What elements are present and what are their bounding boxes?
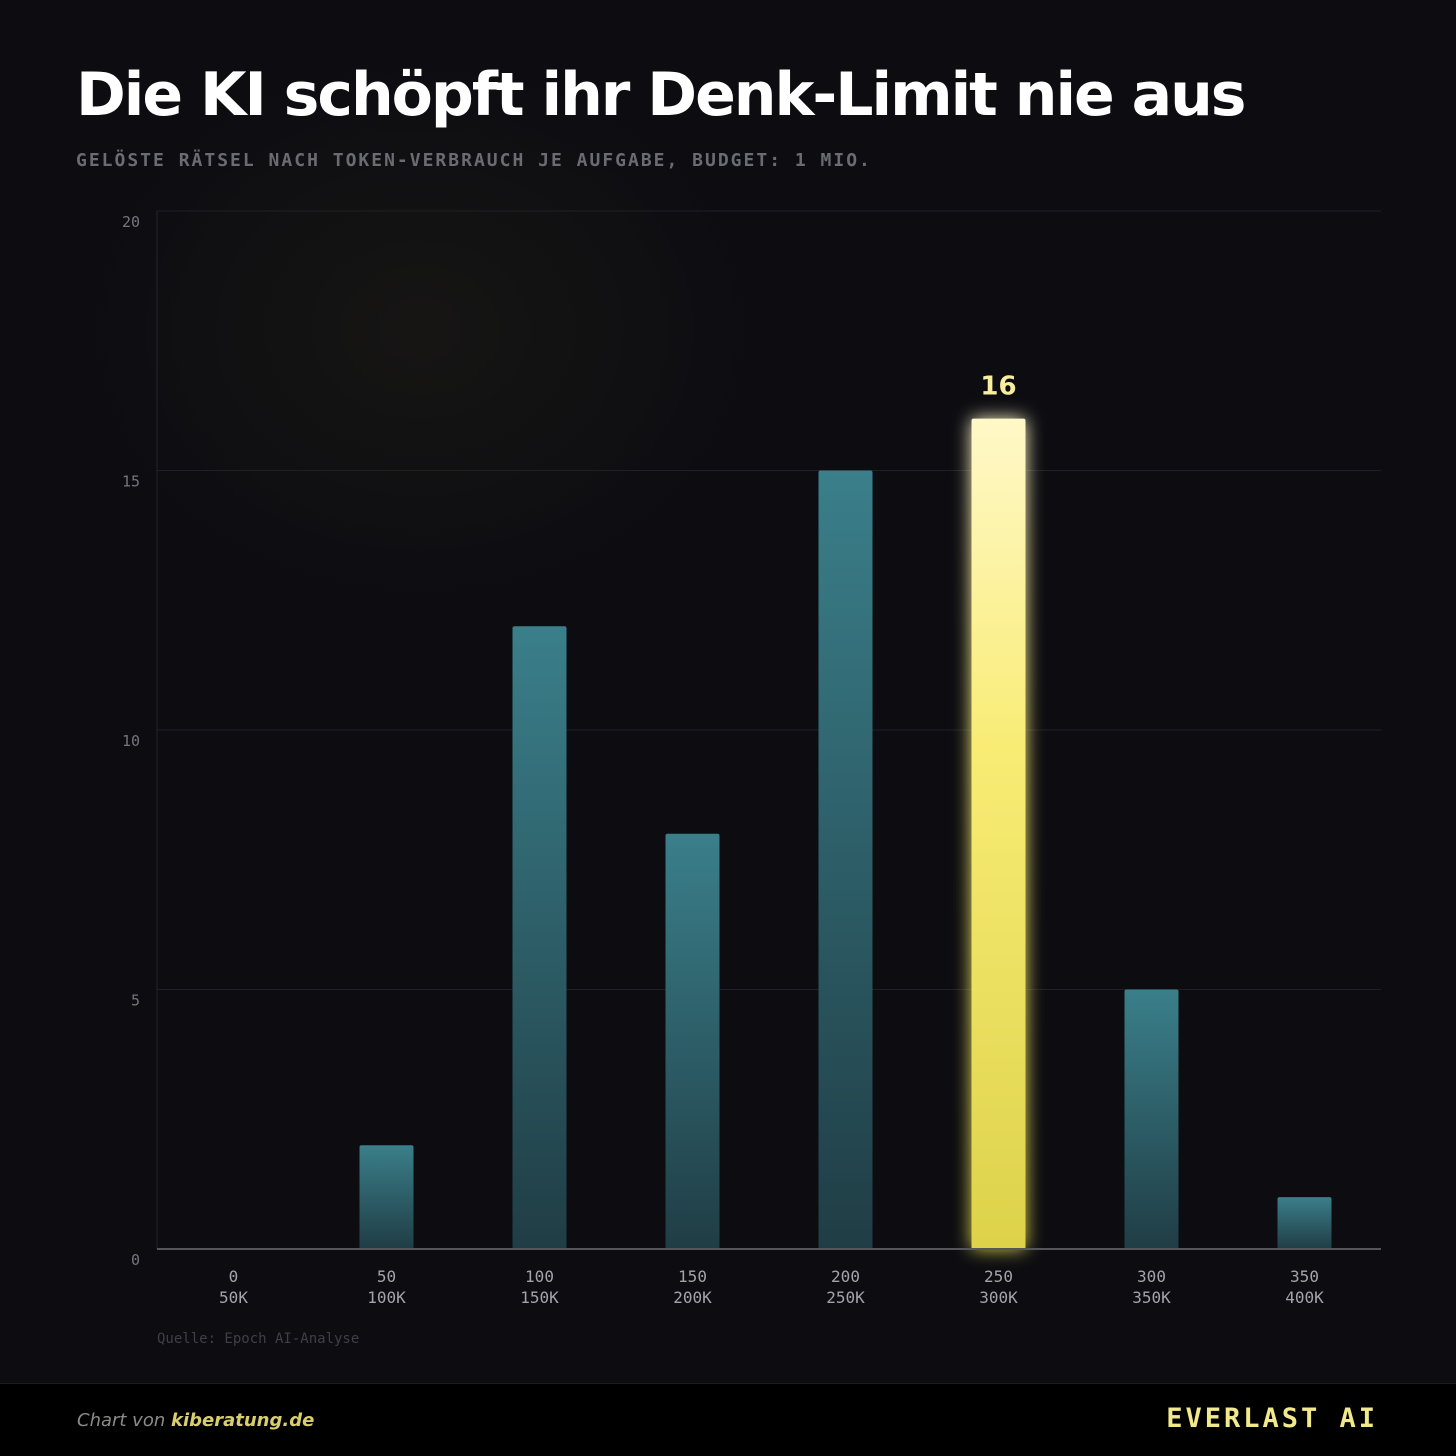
y-tick-label: 20: [122, 213, 140, 231]
y-tick-label: 0: [131, 1251, 140, 1269]
source-note: Quelle: Epoch AI-Analyse: [157, 1331, 360, 1347]
y-tick-label: 10: [122, 732, 140, 750]
bar: [818, 470, 873, 1249]
x-tick-label: 100K: [367, 1288, 406, 1307]
x-tick-label: 350: [1290, 1267, 1319, 1286]
data-label: 16: [980, 372, 1016, 402]
footer-credit: Chart von kiberatung.de: [77, 1410, 314, 1431]
bar: [1277, 1197, 1332, 1249]
x-tick-label: 150: [678, 1267, 707, 1286]
brand-logo: EVERLAST AI: [1166, 1403, 1378, 1434]
bar: [512, 626, 567, 1249]
bar-chart: 05101520050K50100K100150K150200K200250K1…: [122, 210, 1381, 1307]
chart-subtitle: GELÖSTE RÄTSEL NACH TOKEN-VERBRAUCH JE A…: [76, 150, 872, 171]
credit-site-link[interactable]: kiberatung.de: [170, 1410, 315, 1431]
x-tick-label: 200: [831, 1267, 860, 1286]
x-tick-label: 50K: [219, 1288, 248, 1307]
chart-title: Die KI schöpft ihr Denk-Limit nie aus: [76, 60, 1247, 130]
credit-prefix: Chart von: [77, 1410, 171, 1431]
bar: [1124, 989, 1179, 1249]
x-tick-label: 0: [229, 1267, 239, 1286]
y-tick-label: 15: [122, 473, 140, 491]
x-tick-label: 300: [1137, 1267, 1166, 1286]
x-tick-label: 100: [525, 1267, 554, 1286]
x-tick-label: 300K: [979, 1288, 1018, 1307]
x-tick-label: 150K: [520, 1288, 559, 1307]
x-tick-label: 200K: [673, 1288, 712, 1307]
x-tick-label: 400K: [1285, 1288, 1324, 1307]
y-tick-label: 5: [131, 992, 140, 1010]
bar: [359, 1145, 414, 1249]
footer-bar: Chart von kiberatung.de EVERLAST AI: [0, 1383, 1456, 1456]
bar: [665, 833, 720, 1249]
highlight-bar: [971, 418, 1026, 1250]
x-tick-label: 250K: [826, 1288, 865, 1307]
x-tick-label: 50: [377, 1267, 396, 1286]
x-tick-label: 350K: [1132, 1288, 1171, 1307]
x-tick-label: 250: [984, 1267, 1013, 1286]
